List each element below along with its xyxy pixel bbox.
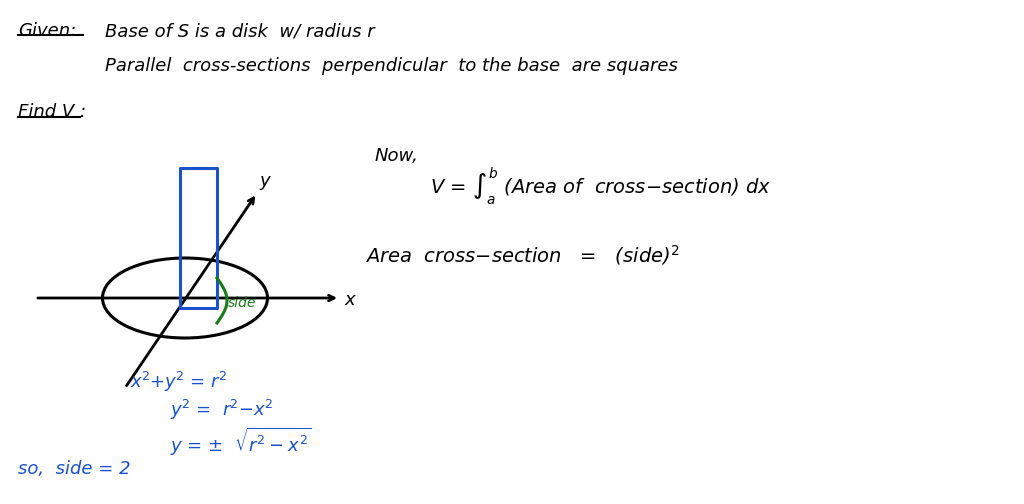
- Text: x$^2$+y$^2$ = r$^2$: x$^2$+y$^2$ = r$^2$: [130, 370, 227, 394]
- Text: V = $\int_{a}^{b}$ (Area of  cross$-$section) dx: V = $\int_{a}^{b}$ (Area of cross$-$sect…: [430, 165, 771, 207]
- Text: y: y: [259, 172, 269, 190]
- Text: Base of S is a disk  w/ radius r: Base of S is a disk w/ radius r: [105, 22, 375, 40]
- Text: Parallel  cross-sections  perpendicular  to the base  are squares: Parallel cross-sections perpendicular to…: [105, 57, 678, 75]
- Text: Now,: Now,: [375, 147, 419, 165]
- Text: so,  side = 2: so, side = 2: [18, 460, 131, 478]
- Text: y$^2$ =  r$^2$$-$x$^2$: y$^2$ = r$^2$$-$x$^2$: [170, 398, 272, 422]
- Text: x: x: [344, 291, 354, 309]
- Text: Given:: Given:: [18, 22, 76, 40]
- Text: y = ±  $\sqrt{r^2-x^2}$: y = ± $\sqrt{r^2-x^2}$: [170, 426, 311, 458]
- Text: Find V :: Find V :: [18, 103, 86, 121]
- Text: side: side: [228, 296, 256, 310]
- Text: Area  cross$-$section   =   (side)$^{2}$: Area cross$-$section = (side)$^{2}$: [365, 243, 680, 267]
